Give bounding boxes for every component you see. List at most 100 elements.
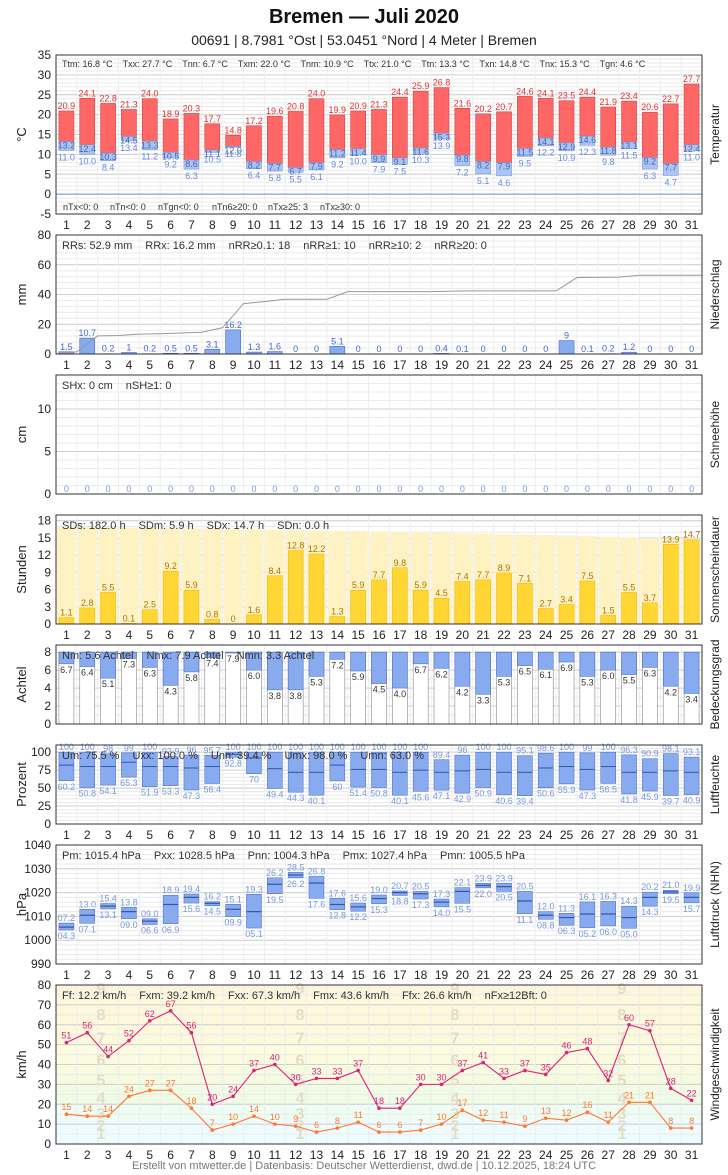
- sun-possible-bar: [640, 537, 660, 624]
- cloud-bar: [579, 651, 596, 677]
- pressure-min-label: 06.0: [599, 927, 617, 937]
- gust-label: 52: [124, 1029, 134, 1039]
- sun-bar: [162, 570, 179, 625]
- mean-wind-label: 11: [499, 1110, 508, 1120]
- snow-label: 0: [231, 484, 236, 494]
- x-tick-label: 27: [602, 828, 616, 842]
- cloud-axis-label: Achtel: [14, 666, 29, 702]
- tmean-label: 13.2: [58, 141, 76, 151]
- tmean-bar: [558, 142, 575, 152]
- cloud-bar: [100, 651, 116, 679]
- tmean-bar: [58, 141, 75, 151]
- humidity-range-bar: [142, 751, 158, 787]
- sun-bar: [329, 616, 346, 625]
- tmean-bar: [183, 159, 200, 170]
- x-tick-label: 13: [310, 628, 324, 642]
- humidity-min-label: 60: [332, 782, 342, 792]
- y-tick-label: 1040: [24, 838, 51, 852]
- x-tick-label: 17: [393, 828, 407, 842]
- x-tick-label: 30: [664, 628, 678, 642]
- x-tick-label: 22: [497, 828, 511, 842]
- x-tick-label: 20: [456, 218, 470, 232]
- mean-wind-label: 13: [541, 1106, 551, 1116]
- cloud-bar: [662, 651, 679, 687]
- precipitation-stats: RRs: 52.9 mm RRx: 16.2 mm nRR≥0.1: 18 nRR≥1…: [62, 240, 487, 252]
- gust-point: [398, 1106, 402, 1111]
- humidity-max-label: 100: [267, 742, 282, 752]
- y-tick-label: 6: [44, 583, 51, 597]
- x-tick-label: 9: [230, 358, 237, 372]
- mean-wind-point: [127, 1094, 131, 1099]
- beaufort-band: [56, 1086, 702, 1105]
- x-tick-label: 23: [518, 628, 532, 642]
- tmean-label: 12.9: [558, 142, 576, 152]
- mean-wind-label: 24: [124, 1084, 134, 1094]
- tmax-label: 21.6: [454, 98, 472, 108]
- y-tick-label: 6: [44, 663, 51, 677]
- x-tick-label: 29: [643, 1148, 657, 1162]
- x-tick-label: 3: [105, 628, 112, 642]
- gust-point: [273, 1062, 277, 1067]
- snow-axis-label: cm: [14, 426, 29, 443]
- precip-label: 0: [418, 344, 423, 354]
- x-tick-label: 22: [497, 628, 511, 642]
- humidity-min-label: 40.1: [308, 796, 326, 806]
- footer-credits: Erstellt von mtwetter.de | Datenbasis: D…: [131, 1160, 597, 1172]
- humidity-range-bar: [329, 751, 346, 782]
- humidity-range-bar: [621, 754, 637, 795]
- beaufort-number: 8: [296, 1007, 305, 1024]
- x-tick-label: 12: [289, 1148, 303, 1162]
- gust-label: 33: [332, 1066, 342, 1076]
- humidity-stat: Umx: 98.0 %: [284, 750, 347, 762]
- sun-bar: [621, 592, 637, 625]
- precip-label: 0: [647, 344, 652, 354]
- tmax-label: 20.9: [58, 101, 76, 111]
- cloud-bar: [537, 651, 554, 670]
- tmean-bar: [683, 144, 700, 151]
- x-tick-label: 3: [105, 828, 112, 842]
- humidity-min-label: 45.6: [412, 792, 430, 802]
- cloud-label: 6.7: [60, 665, 73, 675]
- sun-bar: [642, 602, 658, 625]
- x-tick-label: 18: [414, 218, 428, 232]
- snow-label: 0: [189, 484, 194, 494]
- tmax-bar: [287, 111, 304, 168]
- mean-wind-point: [189, 1106, 194, 1111]
- precip-bar: [225, 329, 241, 355]
- x-tick-label: 30: [664, 218, 678, 232]
- temperature-stat: Tgn: 4.6 °C: [600, 59, 646, 69]
- beaufort-number: 4: [451, 1090, 460, 1107]
- tmean-label: 9.8: [456, 154, 469, 164]
- gust-point: [231, 1094, 235, 1099]
- temperature-stat: Txn: 14.8 °C: [479, 59, 530, 69]
- pressure-range-bar: [579, 901, 596, 929]
- beaufort-number: 4: [618, 1090, 627, 1107]
- gust-label: 24: [228, 1084, 238, 1094]
- cloud-label: 5.3: [310, 677, 323, 687]
- sun-label: 5.9: [352, 580, 365, 590]
- humidity-max-label: 100: [330, 742, 345, 752]
- x-tick-label: 11: [269, 828, 282, 842]
- humidity-max-label: 100: [559, 742, 574, 752]
- cloud-label: 3.8: [269, 691, 282, 701]
- x-tick-label: 17: [393, 628, 407, 642]
- sun-bar: [183, 589, 200, 625]
- x-tick-label: 16: [372, 218, 386, 232]
- sun-possible-bar: [223, 529, 243, 624]
- mean-wind-label: 18: [186, 1096, 196, 1106]
- cloud-panel: 0 2 4 6 8 Achtel Bedeckungsgrad 6.7 6.4 5.1 7.3 6.3…: [14, 639, 722, 731]
- x-tick-label: 26: [581, 218, 595, 232]
- cloud-bar: [683, 651, 700, 694]
- humidity-range-bar: [517, 755, 533, 796]
- cloud-label: 6.0: [248, 671, 261, 681]
- gust-point: [460, 1068, 465, 1073]
- sun-bar: [412, 589, 429, 625]
- y-tick-label: 5: [44, 167, 51, 181]
- gust-label: 62: [145, 1009, 155, 1019]
- x-tick-label: 22: [497, 1148, 511, 1162]
- x-tick-label: 25: [560, 218, 574, 232]
- sun-possible-bar: [598, 536, 618, 624]
- tmax-label: 24.1: [537, 88, 555, 98]
- tmax-bar: [412, 90, 429, 149]
